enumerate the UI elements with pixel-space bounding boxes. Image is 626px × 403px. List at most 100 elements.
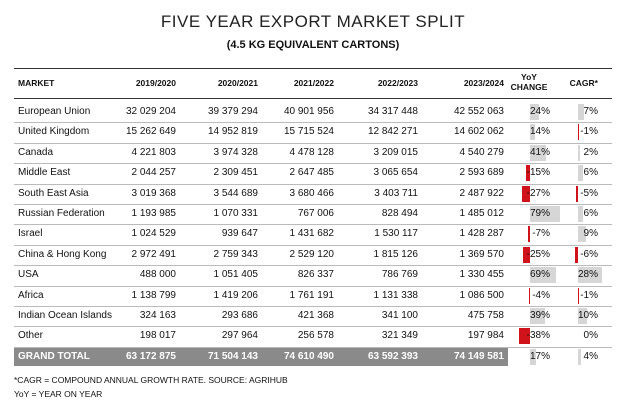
- cell-value: 2 647 485: [289, 167, 335, 179]
- footnote: *CAGR = COMPOUND ANNUAL GROWTH RATE. SOU…: [14, 375, 288, 385]
- cell-value: 786 769: [381, 269, 418, 281]
- cell-value: 34 317 448: [367, 106, 418, 117]
- cell-value: 14 602 062: [453, 126, 504, 138]
- row-rule: [14, 183, 612, 185]
- yoy-label: 14%: [529, 126, 550, 138]
- cell-value: 15 715 524: [283, 126, 334, 138]
- cagr-label: 28%: [577, 269, 598, 281]
- cell-value: 297 964: [221, 330, 258, 342]
- total-band: [14, 347, 508, 366]
- cell-value: 488 000: [139, 269, 176, 281]
- cell-value: 421 368: [297, 310, 334, 321]
- cell-value: 1 138 799: [131, 289, 177, 301]
- cell-value: 1 431 682: [289, 228, 335, 240]
- cell-value: 1 024 529: [131, 228, 177, 240]
- cell-value: 767 006: [297, 208, 334, 219]
- row-rule: [14, 306, 612, 307]
- market-name: European Union: [18, 106, 91, 117]
- market-name: Israel: [18, 228, 43, 240]
- cell-value: 475 758: [467, 310, 504, 321]
- row-rule: [14, 346, 612, 348]
- cagr-bar: [578, 348, 582, 365]
- cell-value: 828 494: [381, 208, 418, 219]
- cell-value: 1 419 206: [213, 289, 259, 301]
- cell-value: 15 262 649: [125, 126, 176, 138]
- market-name: Russian Federation: [18, 208, 105, 219]
- yoy-label: 39%: [529, 310, 550, 321]
- row-rule: [14, 163, 612, 165]
- yoy-bar: [530, 348, 537, 365]
- cell-value: 2 309 451: [213, 167, 259, 179]
- cagr-bar: [578, 144, 580, 161]
- cell-value: 1 815 126: [373, 248, 419, 260]
- cagr-label: -1%: [580, 126, 598, 138]
- yoy-label: 24%: [529, 106, 550, 117]
- cell-value: 341 100: [381, 310, 418, 321]
- market-name: South East Asia: [18, 187, 89, 199]
- cell-value: 1 761 191: [289, 289, 335, 301]
- cagr-label: 6%: [583, 167, 598, 179]
- cell-value: 826 337: [297, 269, 334, 281]
- cell-value: 1 485 012: [459, 208, 505, 219]
- market-name: Indian Ocean Islands: [18, 310, 112, 321]
- cell-value: 63 172 875: [125, 350, 176, 362]
- column-header: CAGR*: [569, 78, 598, 88]
- cell-value: 2 593 689: [459, 167, 505, 179]
- footnote: YoY = YEAR ON YEAR: [14, 389, 103, 399]
- cell-value: 1 369 570: [459, 248, 505, 260]
- cell-value: 1 428 287: [459, 228, 505, 240]
- yoy-label: -27%: [526, 187, 550, 199]
- cell-value: 1 530 117: [374, 228, 418, 240]
- cagr-label: 0%: [583, 330, 598, 342]
- yoy-label: -4%: [532, 289, 550, 301]
- subtitle: (4.5 KG EQUIVALENT CARTONS): [226, 39, 400, 51]
- cagr-label: 6%: [583, 208, 598, 219]
- yoy-bar: [530, 124, 536, 141]
- cagr-bar: [578, 104, 584, 120]
- yoy-bar: [528, 287, 530, 304]
- cagr-bar: [578, 267, 602, 284]
- yoy-label: 41%: [529, 146, 550, 158]
- cell-value: 197 984: [467, 330, 504, 342]
- column-header: 2023/2024: [463, 78, 504, 88]
- yoy-bar: [530, 308, 545, 324]
- cell-value: 40 901 956: [283, 106, 334, 117]
- market-name: United Kingdom: [18, 126, 90, 138]
- cell-value: 321 349: [381, 330, 418, 342]
- yoy-label: -15%: [526, 167, 550, 179]
- row-rule: [14, 224, 612, 226]
- cell-value: 324 163: [139, 310, 176, 321]
- cagr-label: 4%: [583, 350, 598, 362]
- market-name: China & Hong Kong: [18, 248, 107, 260]
- cagr-bar: [577, 287, 578, 304]
- cagr-bar: [578, 308, 587, 324]
- yoy-bar: [525, 165, 530, 182]
- cell-value: 198 017: [139, 330, 176, 342]
- rule: [14, 68, 612, 69]
- title: FIVE YEAR EXPORT MARKET SPLIT: [160, 12, 466, 31]
- market-name: Other: [18, 330, 44, 342]
- cell-value: 3 065 654: [373, 167, 419, 179]
- cell-value: 3 974 328: [213, 146, 259, 158]
- row-rule: [14, 244, 612, 246]
- yoy-bar: [530, 144, 546, 161]
- market-name: Middle East: [18, 167, 71, 179]
- market-name: Africa: [18, 289, 44, 301]
- cell-value: 12 842 271: [367, 126, 418, 138]
- row-rule: [14, 265, 612, 267]
- cell-value: 71 504 143: [207, 350, 258, 362]
- cagr-label: 10%: [577, 310, 598, 321]
- cell-value: 1 193 985: [131, 208, 177, 219]
- row-rule: [14, 285, 612, 287]
- row-rule: [14, 326, 612, 328]
- cagr-label: 2%: [583, 146, 598, 158]
- market-name: USA: [18, 269, 39, 281]
- cell-value: 2 759 343: [213, 248, 259, 260]
- cagr-label: -5%: [580, 187, 598, 199]
- cell-value: 1 086 500: [459, 289, 505, 301]
- cell-value: 3 403 711: [374, 187, 418, 199]
- cagr-bar: [578, 226, 586, 243]
- cell-value: 32 029 204: [125, 106, 176, 117]
- yoy-label: -38%: [526, 330, 550, 342]
- cell-value: 939 647: [221, 228, 258, 240]
